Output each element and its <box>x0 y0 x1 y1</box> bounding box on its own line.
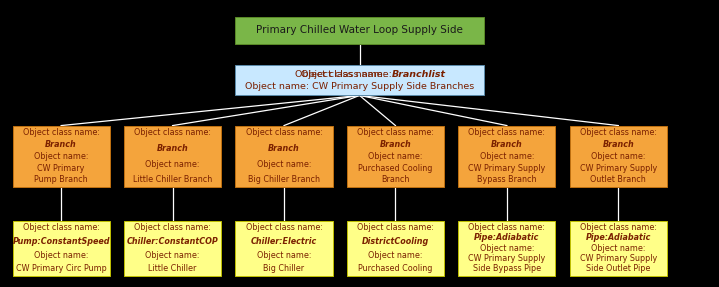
Text: Object class name:: Object class name: <box>580 129 657 137</box>
Text: Branch: Branch <box>45 140 77 149</box>
Text: Side Outlet Pipe: Side Outlet Pipe <box>586 265 651 274</box>
Text: Little Chiller Branch: Little Chiller Branch <box>133 175 212 184</box>
Text: Chiller:ConstantCOP: Chiller:ConstantCOP <box>127 237 219 246</box>
Text: Branch: Branch <box>157 144 188 153</box>
FancyBboxPatch shape <box>459 126 555 187</box>
Text: Object name:: Object name: <box>480 152 534 161</box>
Text: Big Chiller Branch: Big Chiller Branch <box>248 175 320 184</box>
Text: Branch: Branch <box>491 140 523 149</box>
Text: Chiller:Electric: Chiller:Electric <box>251 237 317 246</box>
Text: Object class name:: Object class name: <box>22 223 100 232</box>
Text: DistrictCooling: DistrictCooling <box>362 237 429 246</box>
Text: Object class name:: Object class name: <box>134 129 211 137</box>
FancyBboxPatch shape <box>459 221 555 276</box>
Text: Object name:: Object name: <box>591 244 646 253</box>
Text: Object name:: Object name: <box>591 152 646 161</box>
Text: Pipe:Adiabatic: Pipe:Adiabatic <box>586 233 651 243</box>
FancyBboxPatch shape <box>235 221 332 276</box>
Text: Pipe:Adiabatic: Pipe:Adiabatic <box>475 233 539 243</box>
Text: Object class name:: Object class name: <box>245 129 323 137</box>
Text: Object class name:: Object class name: <box>295 69 388 79</box>
Text: Object class name:: Object class name: <box>245 223 323 232</box>
Text: Purchased Cooling: Purchased Cooling <box>358 164 433 173</box>
Text: Branch: Branch <box>380 140 411 149</box>
Text: Object class name:: Object class name: <box>22 129 100 137</box>
Text: Object class name:: Object class name: <box>357 223 434 232</box>
Text: Purchased Cooling: Purchased Cooling <box>358 265 433 274</box>
Text: CW Primary: CW Primary <box>37 164 85 173</box>
Text: Object name:: Object name: <box>34 152 88 161</box>
Text: CW Primary Supply: CW Primary Supply <box>580 164 657 173</box>
Text: Object class name:: Object class name: <box>468 223 546 232</box>
FancyBboxPatch shape <box>569 126 667 187</box>
FancyBboxPatch shape <box>235 16 483 44</box>
Text: Little Chiller: Little Chiller <box>148 265 197 274</box>
Text: Pump:ConstantSpeed: Pump:ConstantSpeed <box>12 237 110 246</box>
Text: Object class name:: Object class name: <box>357 129 434 137</box>
Text: Object name:: Object name: <box>257 251 311 260</box>
Text: Big Chiller: Big Chiller <box>263 265 305 274</box>
Text: CW Primary Supply: CW Primary Supply <box>468 254 546 263</box>
Text: Bypass Branch: Bypass Branch <box>477 175 536 184</box>
Text: Object name:: Object name: <box>34 251 88 260</box>
Text: Primary Chilled Water Loop Supply Side: Primary Chilled Water Loop Supply Side <box>256 25 463 35</box>
FancyBboxPatch shape <box>347 126 444 187</box>
Text: Branch: Branch <box>381 175 410 184</box>
Text: Object name:: Object name: <box>368 152 423 161</box>
Text: Object class name:: Object class name: <box>301 69 418 79</box>
FancyBboxPatch shape <box>13 221 110 276</box>
FancyBboxPatch shape <box>235 126 332 187</box>
Text: Side Bypass Pipe: Side Bypass Pipe <box>473 265 541 274</box>
Text: CW Primary Supply: CW Primary Supply <box>468 164 546 173</box>
Text: Object name:: Object name: <box>368 251 423 260</box>
Text: Branchlist: Branchlist <box>391 69 446 79</box>
FancyBboxPatch shape <box>124 221 221 276</box>
Text: Object name:: Object name: <box>145 160 200 169</box>
Text: Branch: Branch <box>268 144 300 153</box>
Text: CW Primary Supply: CW Primary Supply <box>580 254 657 263</box>
Text: Object class name:: Object class name: <box>580 223 657 232</box>
Text: Object name: CW Primary Supply Side Branches: Object name: CW Primary Supply Side Bran… <box>245 82 474 91</box>
FancyBboxPatch shape <box>569 221 667 276</box>
Text: Object name:: Object name: <box>145 251 200 260</box>
FancyBboxPatch shape <box>124 126 221 187</box>
FancyBboxPatch shape <box>347 221 444 276</box>
Text: Object name:: Object name: <box>257 160 311 169</box>
Text: CW Primary Circ Pump: CW Primary Circ Pump <box>16 265 106 274</box>
FancyBboxPatch shape <box>235 65 483 95</box>
Text: Branch: Branch <box>603 140 634 149</box>
Text: Outlet Branch: Outlet Branch <box>590 175 646 184</box>
Text: Object name:: Object name: <box>480 244 534 253</box>
Text: Object class name:: Object class name: <box>134 223 211 232</box>
FancyBboxPatch shape <box>13 126 110 187</box>
Text: Object class name:: Object class name: <box>468 129 546 137</box>
Text: Pump Branch: Pump Branch <box>35 175 88 184</box>
